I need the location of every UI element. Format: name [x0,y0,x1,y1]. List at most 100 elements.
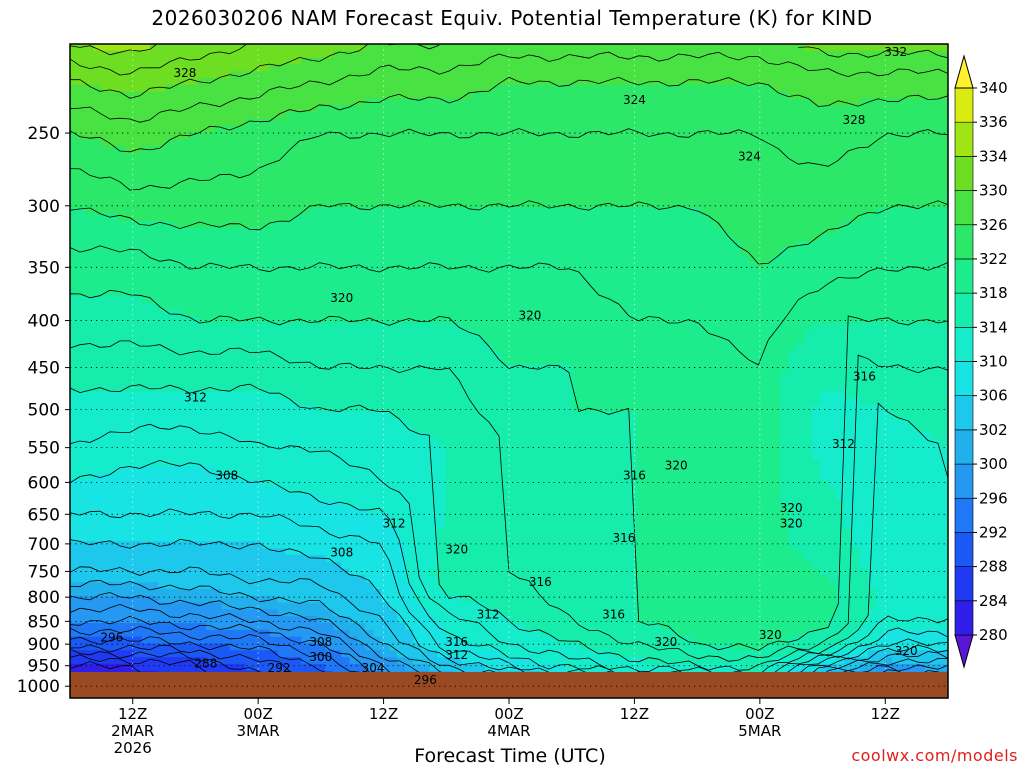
heatmap-cell [780,159,789,168]
heatmap-cell [469,275,478,284]
heatmap-cell [564,146,574,154]
heatmap-cell [70,71,79,79]
heatmap-cell [924,132,933,140]
heatmap-cell [668,336,678,345]
heatmap-cell [165,207,175,215]
heatmap-cell [556,241,566,249]
heatmap-cell [652,241,662,249]
heatmap-cell [668,91,678,100]
heatmap-cell [796,166,805,175]
heatmap-cell [301,350,311,358]
heatmap-cell [149,227,159,236]
heatmap-cell [421,214,430,222]
heatmap-cell [700,296,710,304]
heatmap-cell [221,180,231,188]
heatmap-cell [501,153,510,161]
heatmap-cell [117,323,127,331]
heatmap-cell [516,296,526,304]
heatmap-cell [365,180,374,188]
heatmap-cell [908,84,917,93]
heatmap-cell [836,139,845,147]
heatmap-cell [916,207,925,215]
heatmap-cell [588,91,598,100]
heatmap-cell [932,227,941,236]
heatmap-cell [253,71,263,79]
heatmap-cell [461,248,470,256]
heatmap-cell [253,44,263,52]
heatmap-cell [908,330,917,338]
heatmap-cell [780,132,789,140]
heatmap-cell [788,336,797,345]
heatmap-cell [580,146,590,154]
heatmap-cell [93,98,103,106]
heatmap-cell [333,98,342,106]
heatmap-cell [844,343,853,352]
heatmap-cell [445,180,454,188]
heatmap-cell [924,323,933,331]
heatmap-cell [516,139,526,147]
heatmap-cell [261,350,271,358]
heatmap-cell [365,193,374,202]
heatmap-cell [477,153,486,161]
heatmap-cell [724,343,734,352]
heatmap-cell [860,166,869,175]
heatmap-cell [197,302,207,311]
heatmap-cell [940,330,948,338]
heatmap-cell [109,153,119,161]
heatmap-cell [373,146,382,154]
heatmap-cell [628,330,638,338]
heatmap-cell [572,302,582,311]
heatmap-cell [373,262,382,270]
heatmap-cell [229,336,239,345]
heatmap-cell [676,343,686,352]
heatmap-cell [812,98,821,106]
heatmap-cell [157,234,167,243]
heatmap-cell [381,91,390,100]
heatmap-cell [548,146,558,154]
heatmap-cell [245,139,255,147]
heatmap-cell [804,98,813,106]
heatmap-cell [588,221,598,229]
heatmap-cell [125,227,135,236]
heatmap-cell [756,146,766,154]
heatmap-cell [301,153,311,161]
heatmap-cell [317,296,327,304]
heatmap-cell [756,193,766,202]
heatmap-cell [125,275,135,284]
heatmap-cell [301,193,311,202]
heatmap-cell [596,302,606,311]
heatmap-cell [325,309,334,318]
heatmap-cell [189,91,199,100]
heatmap-cell [141,302,151,311]
heatmap-cell [860,214,869,222]
heatmap-cell [181,207,191,215]
heatmap-cell [660,64,670,72]
heatmap-cell [548,193,558,202]
heatmap-cell [85,350,95,358]
heatmap-cell [924,336,933,345]
heatmap-cell [668,50,678,59]
heatmap-cell [540,125,550,134]
heatmap-cell [253,302,263,311]
heatmap-cell [524,91,534,100]
heatmap-cell [277,105,287,113]
heatmap-cell [652,200,662,209]
heatmap-cell [437,64,446,72]
heatmap-cell [828,166,837,175]
heatmap-cell [572,193,582,202]
heatmap-cell [628,84,638,93]
heatmap-cell [572,146,582,154]
heatmap-cell [924,248,933,256]
heatmap-cell [181,323,191,331]
heatmap-cell [421,125,430,134]
heatmap-cell [788,64,797,72]
heatmap-cell [445,343,454,352]
heatmap-cell [580,221,590,229]
heatmap-cell [269,159,279,168]
heatmap-cell [812,173,821,181]
heatmap-cell [285,227,295,236]
heatmap-cell [580,200,590,209]
heatmap-cell [117,221,127,229]
heatmap-cell [780,227,789,236]
heatmap-cell [556,84,566,93]
